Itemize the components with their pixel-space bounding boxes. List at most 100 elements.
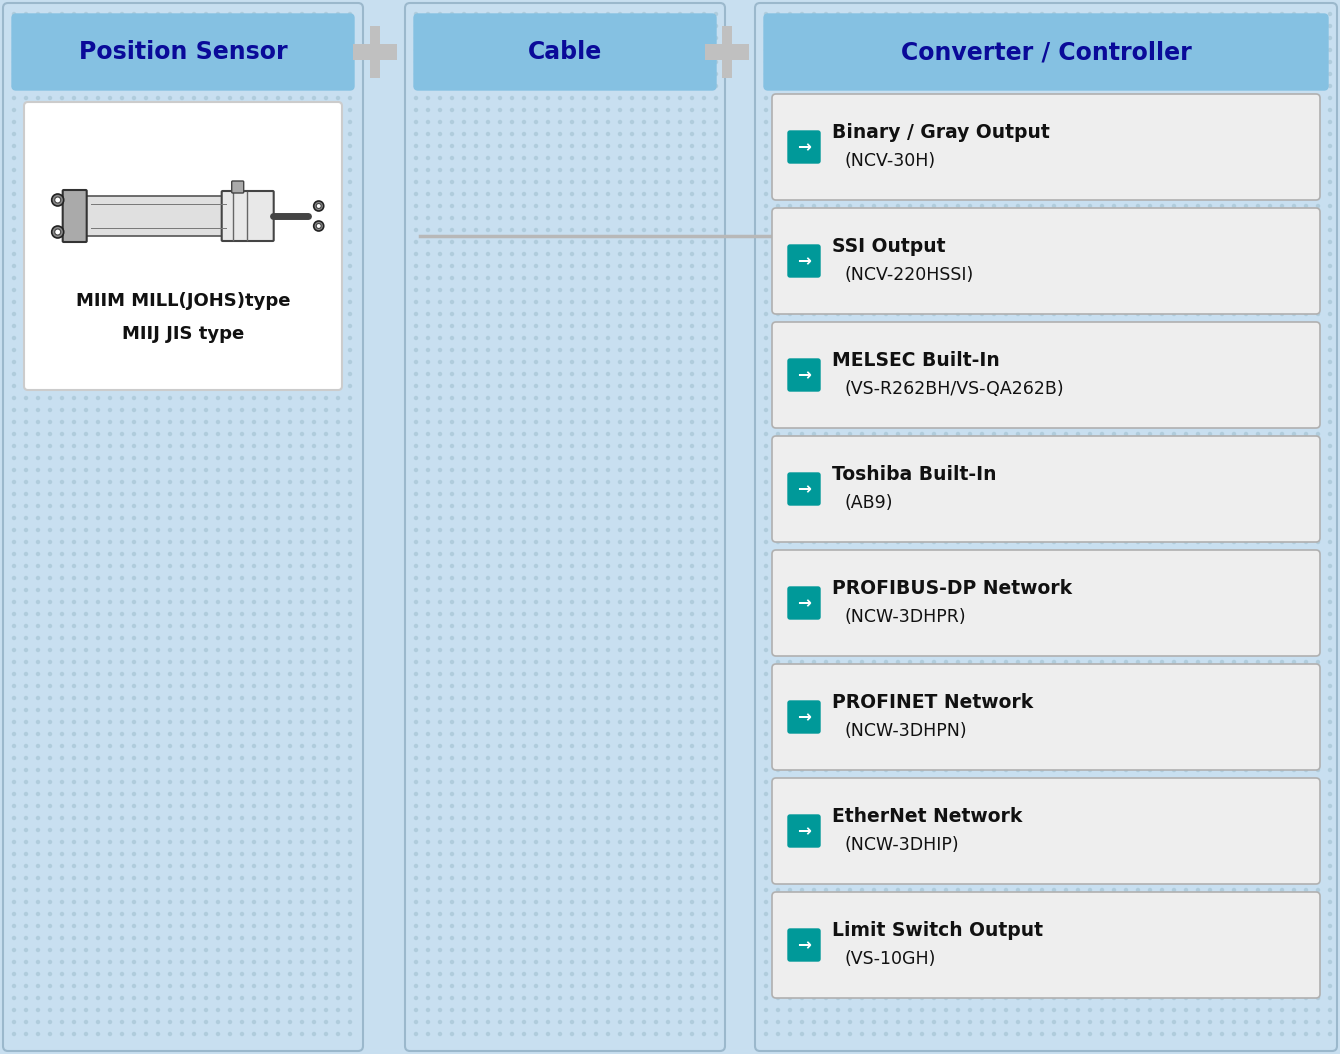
Circle shape bbox=[1305, 156, 1308, 159]
Circle shape bbox=[884, 445, 887, 448]
Circle shape bbox=[193, 552, 196, 555]
Circle shape bbox=[1124, 385, 1127, 388]
Circle shape bbox=[157, 120, 159, 123]
Circle shape bbox=[133, 949, 135, 952]
Circle shape bbox=[1100, 73, 1104, 76]
Circle shape bbox=[145, 505, 147, 507]
Circle shape bbox=[1305, 612, 1308, 616]
Circle shape bbox=[511, 253, 513, 255]
Circle shape bbox=[1005, 372, 1008, 375]
Circle shape bbox=[824, 120, 828, 123]
Circle shape bbox=[1197, 516, 1199, 520]
Circle shape bbox=[1112, 432, 1115, 435]
Circle shape bbox=[1088, 169, 1092, 172]
Circle shape bbox=[1197, 937, 1199, 939]
Circle shape bbox=[571, 300, 574, 304]
Circle shape bbox=[157, 828, 159, 832]
Circle shape bbox=[631, 612, 634, 616]
Circle shape bbox=[800, 648, 804, 651]
Circle shape bbox=[264, 300, 268, 304]
Circle shape bbox=[462, 781, 465, 783]
Circle shape bbox=[157, 817, 159, 820]
Circle shape bbox=[96, 672, 99, 676]
Circle shape bbox=[450, 229, 453, 232]
Circle shape bbox=[642, 73, 646, 76]
Circle shape bbox=[1197, 757, 1199, 760]
Circle shape bbox=[1136, 708, 1139, 711]
Circle shape bbox=[1197, 804, 1199, 807]
Circle shape bbox=[1076, 684, 1080, 687]
Circle shape bbox=[1293, 577, 1296, 580]
Circle shape bbox=[993, 253, 996, 255]
Circle shape bbox=[690, 276, 694, 279]
Circle shape bbox=[1281, 133, 1284, 136]
Circle shape bbox=[1148, 684, 1151, 687]
Circle shape bbox=[1221, 853, 1223, 856]
Circle shape bbox=[812, 828, 816, 832]
Circle shape bbox=[450, 684, 453, 687]
Circle shape bbox=[969, 996, 971, 999]
Circle shape bbox=[921, 937, 923, 939]
Circle shape bbox=[1064, 409, 1068, 411]
Circle shape bbox=[414, 240, 418, 243]
Circle shape bbox=[84, 733, 87, 736]
Circle shape bbox=[12, 601, 16, 604]
Circle shape bbox=[336, 204, 339, 208]
Circle shape bbox=[96, 817, 99, 820]
Circle shape bbox=[181, 276, 184, 279]
Circle shape bbox=[666, 37, 670, 39]
Circle shape bbox=[547, 109, 549, 112]
Circle shape bbox=[896, 565, 899, 567]
Circle shape bbox=[486, 960, 489, 963]
Circle shape bbox=[1269, 73, 1272, 76]
Circle shape bbox=[690, 541, 694, 544]
Circle shape bbox=[1209, 349, 1211, 351]
Circle shape bbox=[145, 97, 147, 99]
Circle shape bbox=[300, 541, 303, 544]
Circle shape bbox=[1185, 481, 1187, 484]
Circle shape bbox=[535, 37, 537, 39]
Circle shape bbox=[1029, 648, 1032, 651]
Circle shape bbox=[133, 432, 135, 435]
Circle shape bbox=[1124, 937, 1127, 939]
Circle shape bbox=[860, 684, 863, 687]
Circle shape bbox=[1316, 889, 1320, 892]
Circle shape bbox=[860, 120, 863, 123]
Circle shape bbox=[607, 156, 610, 159]
Circle shape bbox=[1209, 552, 1211, 555]
Circle shape bbox=[642, 744, 646, 747]
Circle shape bbox=[121, 360, 123, 364]
Circle shape bbox=[765, 960, 768, 963]
Circle shape bbox=[957, 13, 959, 16]
Circle shape bbox=[336, 913, 339, 916]
Circle shape bbox=[860, 73, 863, 76]
Circle shape bbox=[498, 889, 501, 892]
Circle shape bbox=[571, 37, 574, 39]
Circle shape bbox=[788, 468, 792, 471]
Circle shape bbox=[462, 697, 465, 700]
Circle shape bbox=[288, 120, 292, 123]
Circle shape bbox=[1172, 528, 1175, 531]
Circle shape bbox=[438, 505, 441, 507]
Circle shape bbox=[72, 372, 75, 375]
Circle shape bbox=[300, 625, 303, 627]
Circle shape bbox=[240, 396, 244, 399]
Circle shape bbox=[157, 733, 159, 736]
Circle shape bbox=[24, 468, 28, 471]
Circle shape bbox=[896, 300, 899, 304]
Circle shape bbox=[121, 456, 123, 460]
Circle shape bbox=[1305, 240, 1308, 243]
Circle shape bbox=[654, 120, 658, 123]
Circle shape bbox=[884, 492, 887, 495]
Circle shape bbox=[205, 757, 208, 760]
Circle shape bbox=[909, 541, 911, 544]
Circle shape bbox=[1148, 456, 1151, 460]
Circle shape bbox=[217, 733, 220, 736]
Circle shape bbox=[933, 13, 935, 16]
Circle shape bbox=[800, 481, 804, 484]
Circle shape bbox=[1088, 733, 1092, 736]
Circle shape bbox=[607, 877, 610, 879]
Circle shape bbox=[523, 744, 525, 747]
Circle shape bbox=[438, 840, 441, 843]
Circle shape bbox=[414, 612, 418, 616]
